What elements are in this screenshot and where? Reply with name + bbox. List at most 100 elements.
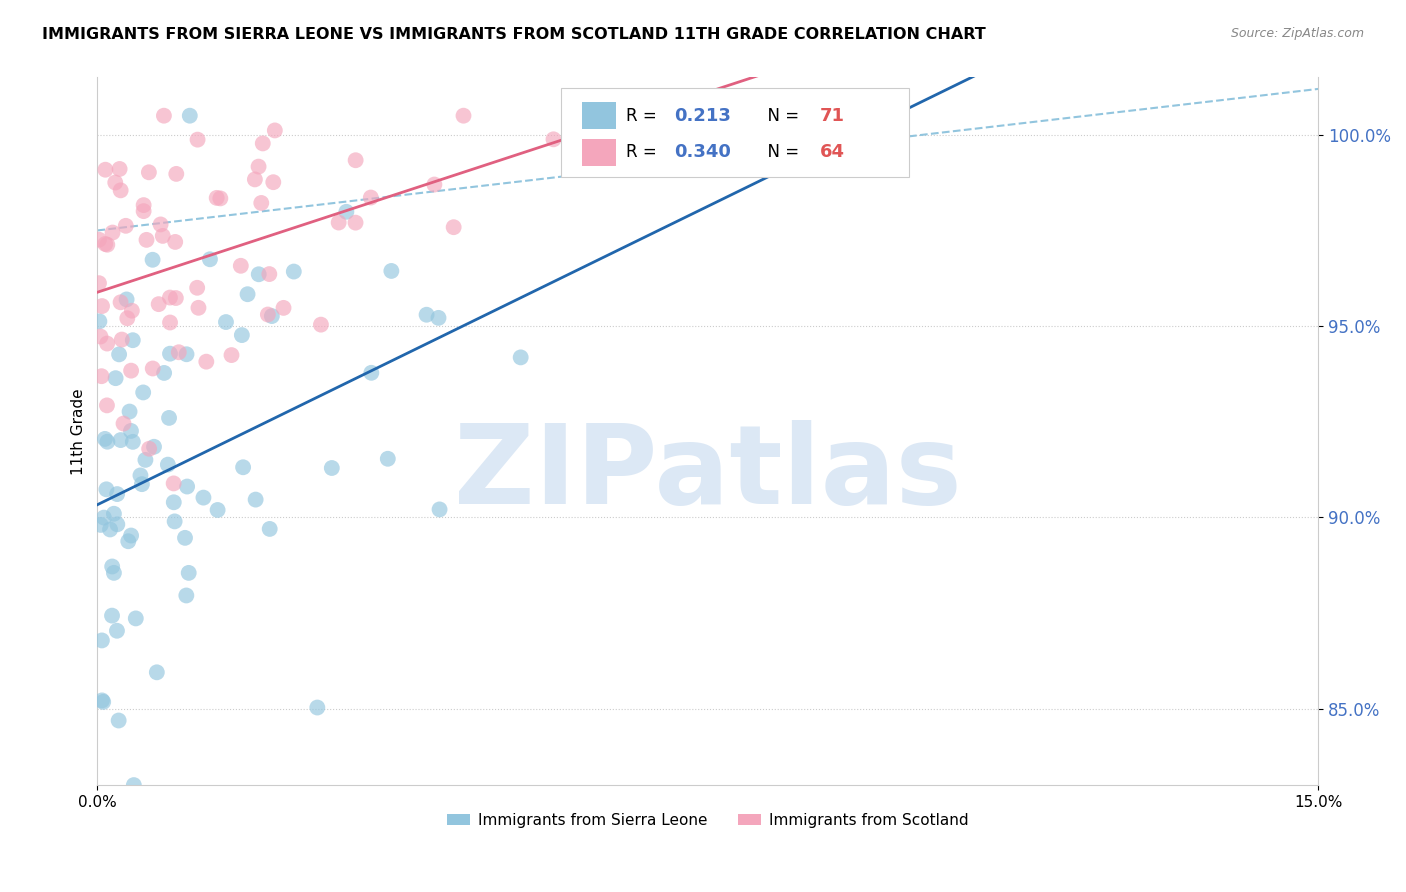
Point (110, 433, 132, 447)
Point (221, 348, 243, 362)
Point (105, 517, 128, 532)
Point (104, 371, 127, 385)
Point (193, 491, 215, 505)
Point (120, 364, 142, 378)
Point (177, 566, 200, 580)
Point (91, 299, 114, 313)
FancyBboxPatch shape (561, 88, 910, 177)
Point (117, 311, 139, 326)
Point (186, 281, 208, 295)
Point (96, 434, 118, 449)
Point (176, 479, 198, 493)
Point (229, 259, 252, 273)
Point (125, 611, 148, 625)
Point (91, 693, 114, 707)
Point (257, 308, 280, 322)
Point (243, 172, 266, 186)
Bar (582, 139, 616, 166)
Point (120, 528, 142, 542)
Point (101, 226, 124, 240)
Point (344, 153, 367, 168)
Point (443, 220, 465, 235)
Point (198, 252, 221, 267)
Point (260, 309, 283, 323)
Point (232, 460, 254, 475)
Point (98, 523, 121, 537)
Point (122, 778, 145, 792)
Bar (582, 103, 616, 129)
Point (132, 385, 155, 400)
Point (111, 333, 134, 347)
Point (250, 196, 273, 211)
Point (215, 315, 238, 329)
Point (187, 133, 209, 147)
Point (165, 291, 187, 305)
Point (91, 695, 114, 709)
Point (247, 160, 270, 174)
Point (94, 432, 117, 446)
Point (96, 237, 118, 252)
Point (163, 495, 186, 509)
Point (110, 183, 132, 197)
Point (114, 219, 136, 233)
Point (273, 301, 295, 315)
Point (427, 310, 450, 325)
Point (138, 165, 160, 179)
Point (149, 218, 172, 232)
Point (132, 198, 155, 212)
Point (423, 178, 446, 192)
Point (115, 293, 138, 307)
Point (148, 297, 170, 311)
Point (90, 517, 112, 532)
Point (205, 191, 228, 205)
Point (103, 507, 125, 521)
Point (132, 204, 155, 219)
Point (103, 566, 125, 580)
Point (335, 204, 357, 219)
Point (120, 424, 142, 438)
Y-axis label: 11th Grade: 11th Grade (72, 388, 86, 475)
Point (142, 361, 165, 376)
Point (156, 458, 179, 472)
Point (207, 503, 229, 517)
Point (101, 608, 124, 623)
Point (163, 515, 186, 529)
Point (146, 665, 169, 680)
Text: 64: 64 (820, 144, 845, 161)
Text: ZIPatlas: ZIPatlas (454, 420, 962, 527)
Point (121, 303, 143, 318)
Point (165, 167, 187, 181)
Point (159, 316, 181, 330)
Point (121, 434, 143, 449)
Point (96, 483, 118, 497)
Point (453, 109, 475, 123)
Point (174, 531, 197, 545)
Point (101, 559, 124, 574)
Point (176, 589, 198, 603)
Point (143, 440, 166, 454)
Point (87, 233, 110, 247)
Point (153, 366, 176, 380)
Point (108, 347, 131, 361)
Point (209, 191, 232, 205)
Text: N =: N = (756, 107, 804, 125)
Text: 0.340: 0.340 (673, 144, 731, 161)
Point (134, 453, 156, 467)
Point (344, 216, 367, 230)
Point (247, 267, 270, 281)
Point (153, 109, 176, 123)
Point (429, 502, 451, 516)
Point (138, 442, 160, 456)
Point (89, 314, 111, 328)
Point (360, 366, 382, 380)
Point (129, 468, 152, 483)
Point (118, 404, 141, 418)
Point (93, 510, 115, 524)
Point (231, 328, 253, 343)
Point (236, 287, 259, 301)
Point (89, 329, 111, 343)
Point (262, 175, 284, 189)
Point (104, 176, 127, 190)
Point (259, 267, 281, 281)
Point (259, 522, 281, 536)
